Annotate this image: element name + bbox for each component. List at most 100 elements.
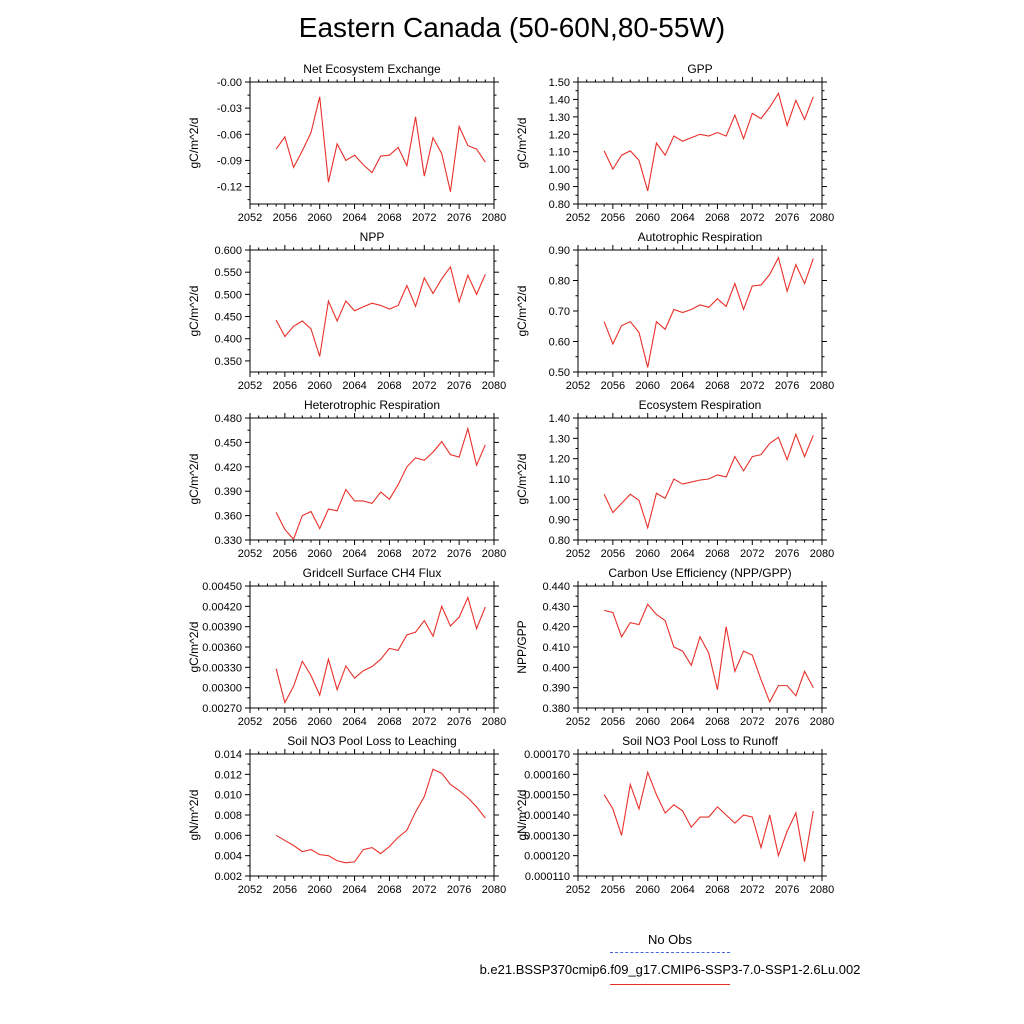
x-tick-label: 2068 <box>377 212 401 224</box>
y-tick-label: 0.000130 <box>524 830 570 842</box>
x-tick-label: 2064 <box>670 212 694 224</box>
y-tick-label: -0.06 <box>217 129 242 141</box>
x-tick-label: 2052 <box>566 212 590 224</box>
x-tick-label: 2064 <box>670 548 694 560</box>
page-title: Eastern Canada (50-60N,80-55W) <box>298 12 726 43</box>
y-tick-label: 1.40 <box>549 94 570 106</box>
legend-run-swatch <box>610 984 730 985</box>
x-tick-label: 2072 <box>412 212 436 224</box>
y-axis-label: gC/m^2/d <box>187 454 201 505</box>
x-tick-label: 2068 <box>705 884 729 896</box>
y-tick-label: 0.450 <box>214 437 242 449</box>
y-tick-label: 0.60 <box>549 337 570 349</box>
y-tick-label: 0.350 <box>214 356 242 368</box>
y-tick-label: 0.000110 <box>525 871 570 883</box>
y-tick-label: 0.500 <box>214 289 242 301</box>
x-tick-label: 2060 <box>307 884 331 896</box>
x-tick-label: 2080 <box>482 548 506 560</box>
y-tick-label: 0.380 <box>542 703 570 715</box>
y-tick-label: -0.03 <box>217 103 242 115</box>
x-tick-label: 2060 <box>307 548 331 560</box>
y-tick-label: 1.20 <box>549 129 570 141</box>
y-tick-label: 0.00300 <box>202 683 242 695</box>
y-axis-label: gN/m^2/d <box>187 790 201 841</box>
chart-panel: GPP gC/m^2/d 2052 2056 2060 2064 2068 2072 2076 2… <box>515 62 834 224</box>
x-tick-label: 2056 <box>601 380 625 392</box>
x-tick-label: 2060 <box>307 380 331 392</box>
data-series-line <box>275 265 486 357</box>
x-tick-label: 2072 <box>412 380 436 392</box>
x-tick-label: 2072 <box>740 212 764 224</box>
y-tick-label: 1.10 <box>549 474 570 486</box>
y-tick-label: 0.00450 <box>202 581 242 593</box>
chart-title: Soil NO3 Pool Loss to Runoff <box>622 734 779 748</box>
y-tick-label: 0.00420 <box>202 601 242 613</box>
data-series-line <box>275 426 486 541</box>
data-series-line <box>275 768 486 864</box>
y-tick-label: 0.400 <box>542 662 570 674</box>
chart-title: Gridcell Surface CH4 Flux <box>303 566 442 580</box>
x-tick-label: 2060 <box>635 884 659 896</box>
x-tick-label: 2076 <box>447 380 471 392</box>
chart-title: Ecosystem Respiration <box>639 398 762 412</box>
x-tick-label: 2056 <box>601 884 625 896</box>
x-tick-label: 2068 <box>377 884 401 896</box>
y-tick-label: 0.000150 <box>524 790 570 802</box>
y-tick-label: 0.006 <box>214 830 242 842</box>
chart-panel: Soil NO3 Pool Loss to Leaching gN/m^2/d 20… <box>187 734 506 896</box>
y-axis-label: gC/m^2/d <box>515 454 529 505</box>
chart-panel: Autotrophic Respiration gC/m^2/d 2052 2056 2… <box>515 230 834 392</box>
y-tick-label: 0.012 <box>214 769 242 781</box>
y-tick-label: 0.390 <box>542 683 570 695</box>
y-tick-label: 0.004 <box>214 851 242 863</box>
y-tick-label: 1.50 <box>549 77 570 89</box>
x-tick-label: 2056 <box>601 716 625 728</box>
plot-frame <box>577 585 823 709</box>
x-tick-label: 2060 <box>635 212 659 224</box>
x-tick-label: 2056 <box>273 380 297 392</box>
x-tick-label: 2056 <box>273 548 297 560</box>
x-tick-label: 2064 <box>670 380 694 392</box>
data-series-line <box>275 595 486 705</box>
y-axis-label: NPP/GPP <box>515 620 529 673</box>
y-axis-label: gC/m^2/d <box>187 622 201 673</box>
y-tick-label: 0.420 <box>214 462 242 474</box>
chart-title: Heterotrophic Respiration <box>304 398 440 412</box>
x-tick-label: 2068 <box>377 716 401 728</box>
y-tick-label: 0.008 <box>214 810 242 822</box>
y-tick-label: 0.00270 <box>202 703 242 715</box>
y-tick-label: 0.010 <box>214 790 242 802</box>
y-tick-label: 0.70 <box>549 306 570 318</box>
legend-obs-label: No Obs <box>647 932 693 947</box>
data-series-line <box>603 432 814 530</box>
x-tick-label: 2076 <box>775 380 799 392</box>
x-tick-label: 2052 <box>238 380 262 392</box>
data-series-line <box>603 91 814 192</box>
plot-frame <box>577 249 823 373</box>
x-tick-label: 2064 <box>342 884 366 896</box>
legend-run-label: b.e21.BSSP370cmip6.f09_g17.CMIP6-SSP3-7.… <box>479 962 861 977</box>
y-tick-label: 0.80 <box>549 276 570 288</box>
legend-obs-swatch <box>610 952 730 953</box>
x-tick-label: 2080 <box>482 380 506 392</box>
x-tick-label: 2064 <box>670 716 694 728</box>
y-tick-label: -0.12 <box>217 182 242 194</box>
x-tick-label: 2056 <box>601 212 625 224</box>
x-tick-label: 2068 <box>377 548 401 560</box>
chart-panel: Heterotrophic Respiration gC/m^2/d 2052 205… <box>187 398 506 560</box>
y-tick-label: 0.014 <box>214 749 242 761</box>
x-tick-label: 2052 <box>238 548 262 560</box>
y-tick-label: 1.30 <box>549 112 570 124</box>
chart-title: Soil NO3 Pool Loss to Leaching <box>287 734 456 748</box>
x-tick-label: 2064 <box>342 716 366 728</box>
x-tick-label: 2076 <box>775 212 799 224</box>
x-tick-label: 2072 <box>740 884 764 896</box>
x-tick-label: 2060 <box>635 548 659 560</box>
x-tick-label: 2072 <box>412 548 436 560</box>
x-tick-label: 2068 <box>377 380 401 392</box>
data-series-line <box>603 770 814 862</box>
x-tick-label: 2080 <box>810 212 834 224</box>
chart-panel: Ecosystem Respiration gC/m^2/d 2052 2056 206… <box>515 398 834 560</box>
x-tick-label: 2076 <box>447 548 471 560</box>
